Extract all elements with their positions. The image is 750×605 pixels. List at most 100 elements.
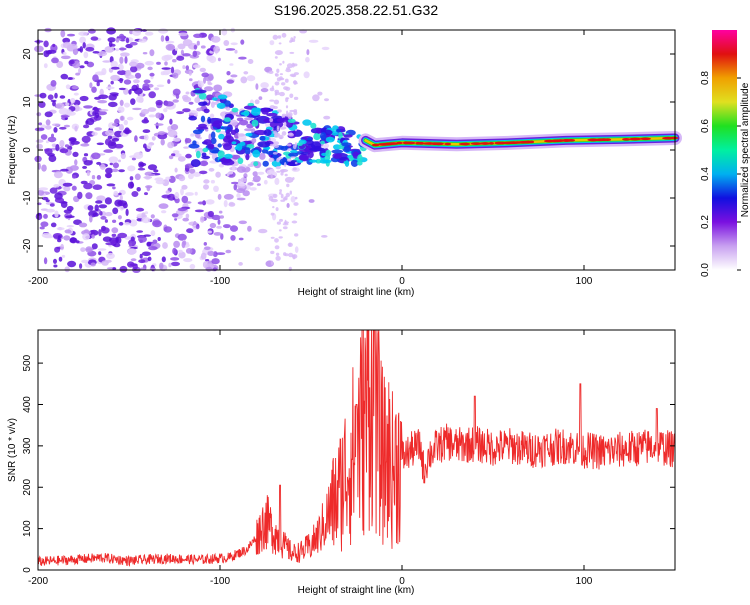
smear-blob [294,161,298,165]
noise-blob [127,181,135,189]
carrier-peak [382,142,393,146]
noise-blob [79,46,84,53]
smear-blob [282,226,288,230]
smear-blob [273,99,280,105]
spectrogram-noise-layer [34,27,369,273]
noise-blob [260,88,269,93]
smear-blob [278,42,282,45]
noise-blob [89,215,93,223]
transition-blob [212,120,223,128]
smear-blob [285,68,292,73]
noise-blob [115,236,119,244]
x-tick-label: 100 [576,576,593,587]
noise-blob [207,250,215,256]
transition-blob [319,159,329,164]
noise-blob [50,222,57,228]
noise-blob [73,92,79,96]
transition-blob [245,153,250,161]
transition-blob [198,101,207,107]
noise-blob [44,111,53,118]
noise-blob [211,258,220,265]
noise-blob [138,259,146,264]
noise-blob [39,226,45,230]
noise-blob [256,183,261,186]
smear-blob [294,233,299,237]
noise-blob [321,46,330,51]
noise-blob [150,214,155,219]
smear-blob [273,144,279,148]
noise-blob [114,38,122,41]
noise-blob [308,199,315,203]
smear-blob [286,67,290,70]
smear-blob [292,177,295,180]
noise-blob [172,99,179,103]
noise-blob [218,210,223,214]
noise-blob [66,225,75,228]
smear-blob [270,212,275,216]
colorbar-tick-label: 0.2 [700,215,711,229]
transition-blob [200,115,206,123]
noise-blob [106,183,116,187]
noise-blob [53,171,63,179]
noise-blob [207,80,211,85]
noise-blob [143,134,149,141]
carrier-peak [430,142,440,145]
spectrogram-x-ticks: -200 -100 0 100 [28,30,593,287]
smear-blob [285,192,290,198]
carrier-peak [598,138,609,141]
noise-blob [129,242,133,247]
noise-blob [147,107,157,112]
carrier-peak [640,137,651,141]
noise-blob [182,65,186,70]
noise-blob [36,143,43,150]
noise-blob [54,197,65,203]
noise-blob [48,154,57,163]
noise-blob [83,51,89,59]
noise-blob [60,55,71,60]
noise-blob [223,224,231,229]
noise-blob [112,207,119,215]
noise-blob [118,221,124,226]
noise-blob [188,101,194,105]
noise-blob [182,39,193,47]
noise-blob [81,135,91,143]
transition-blob [320,140,325,145]
noise-blob [196,107,203,112]
noise-blob [202,261,208,269]
smear-blob [276,125,280,129]
smear-blob [275,255,281,261]
noise-blob [101,68,107,76]
smear-blob [273,134,280,138]
smear-blob [294,129,297,132]
noise-blob [92,51,100,54]
noise-blob [148,246,158,251]
transition-blob [296,159,304,163]
noise-blob [122,202,128,209]
noise-blob [65,215,75,219]
noise-blob [65,84,71,90]
noise-blob [308,39,319,43]
noise-blob [111,137,120,142]
smear-blob [293,212,298,216]
transition-blob [251,119,259,127]
transition-blob [316,128,322,134]
noise-blob [164,61,168,66]
noise-blob [168,262,172,268]
noise-blob [185,213,190,219]
noise-blob [169,118,173,125]
noise-blob [236,166,246,173]
noise-blob [247,225,252,232]
smear-blob [276,170,281,173]
noise-blob [172,59,177,63]
smear-blob [269,105,276,110]
smear-blob [269,99,275,102]
carrier-peak [371,143,380,147]
transition-blob [198,92,207,100]
noise-blob [60,30,66,38]
transition-blob [224,153,233,159]
noise-blob [141,108,150,115]
noise-blob [142,52,148,55]
transition-blob [231,141,237,145]
noise-blob [102,60,112,63]
noise-blob [118,169,125,173]
